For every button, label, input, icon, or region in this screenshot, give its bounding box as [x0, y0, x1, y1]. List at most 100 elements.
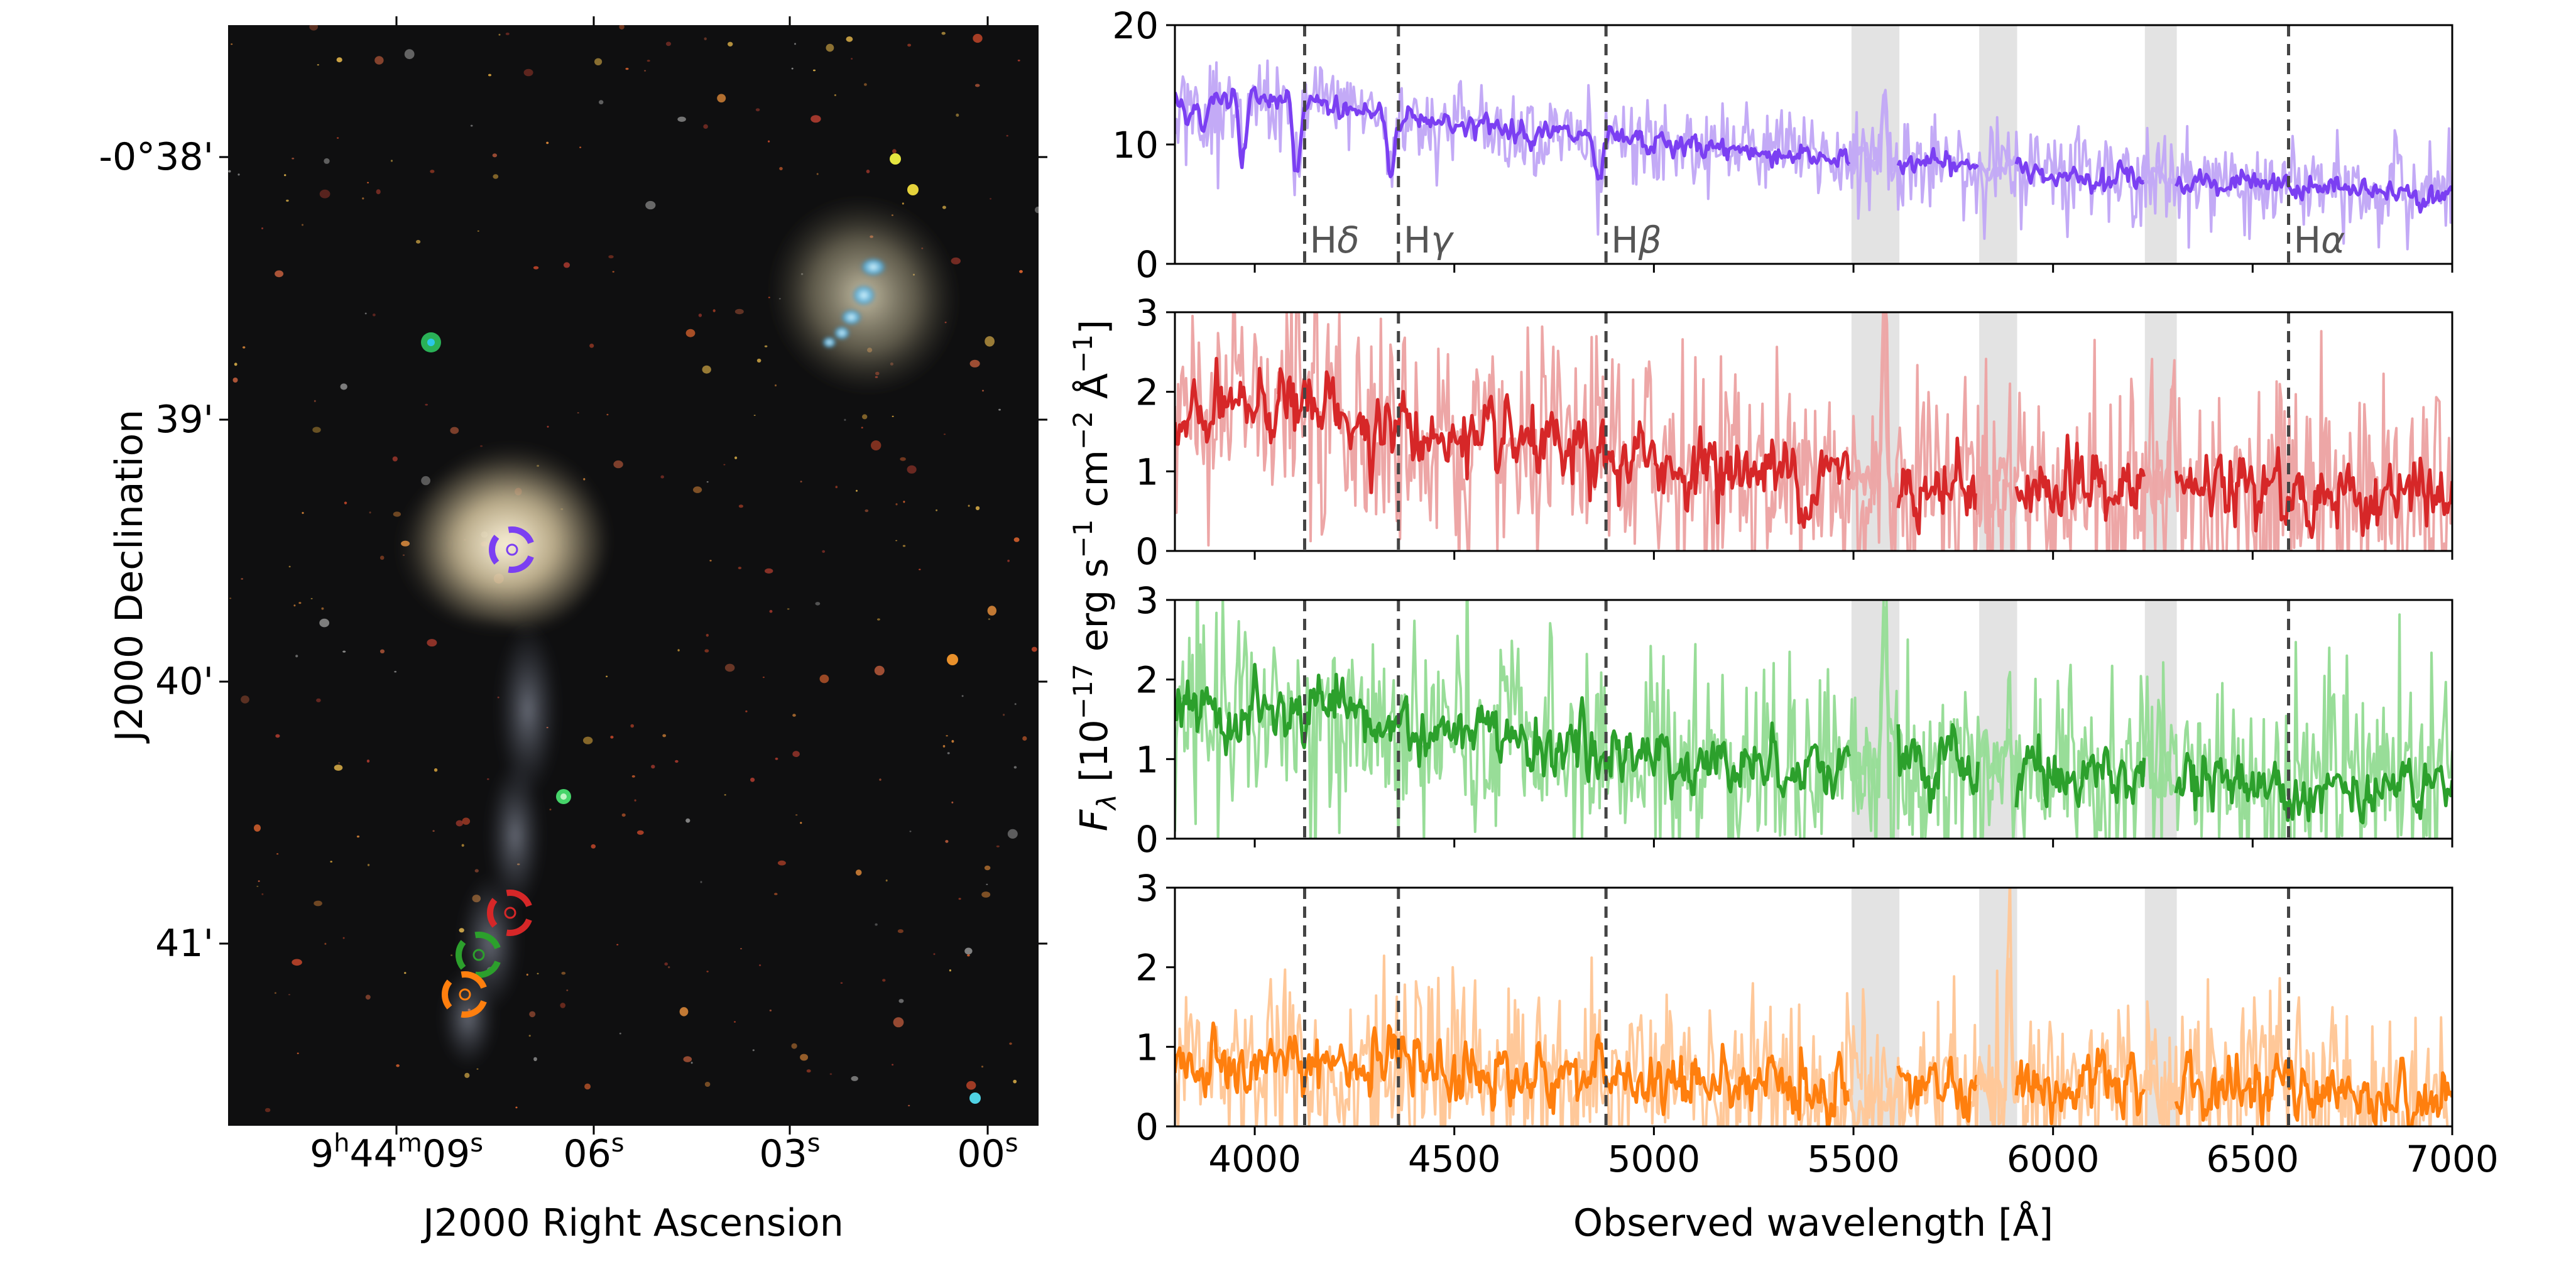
background-source [229, 597, 232, 599]
background-source [625, 67, 629, 70]
y-tick-label: 10 [1112, 124, 1159, 166]
background-source [907, 43, 912, 47]
background-source [579, 146, 582, 148]
background-source [988, 618, 991, 620]
line-marker-greek: β [1638, 219, 1662, 261]
background-source [644, 70, 647, 72]
background-source [523, 68, 533, 77]
background-source [774, 893, 778, 895]
background-source [297, 1052, 299, 1054]
background-source [792, 751, 800, 758]
background-source [855, 869, 862, 876]
background-source [768, 140, 770, 143]
background-source [985, 336, 995, 347]
background-source [577, 412, 579, 413]
background-source [806, 1069, 811, 1073]
background-source [421, 476, 430, 486]
background-source [756, 358, 761, 363]
marker-arc [456, 940, 466, 970]
y-tick-label: 3 [1135, 579, 1159, 622]
masked-region [1851, 25, 1900, 264]
background-source [610, 736, 614, 739]
background-source [723, 464, 726, 466]
background-source [876, 618, 880, 621]
background-source [292, 959, 302, 966]
background-source [254, 824, 261, 832]
tidal-tail [440, 622, 559, 1068]
background-source [987, 606, 997, 616]
background-source [505, 32, 510, 35]
background-source [286, 199, 289, 202]
background-source [376, 189, 381, 195]
background-source [498, 33, 501, 36]
background-source [728, 41, 733, 47]
background-source [787, 608, 790, 610]
background-source [594, 58, 603, 66]
background-source [606, 675, 608, 678]
background-source [261, 893, 264, 895]
background-source [964, 947, 973, 955]
background-source [968, 504, 970, 507]
background-source [1013, 766, 1017, 769]
background-source [338, 762, 341, 764]
spectrum-smoothed-line [2014, 733, 2146, 809]
marker-arc [506, 890, 532, 908]
background-source [882, 979, 886, 982]
spectrum-smoothed-line [2174, 446, 2452, 540]
background-source [892, 149, 897, 154]
background-source [706, 481, 709, 483]
background-source [241, 695, 249, 704]
background-sources [228, 25, 1039, 1113]
ra-tick-label-1: 06s [563, 1129, 624, 1176]
background-source [702, 365, 711, 374]
background-source [945, 840, 949, 843]
background-source [703, 124, 708, 129]
marker-purple [489, 526, 534, 573]
background-source [956, 113, 959, 117]
background-source [775, 758, 778, 760]
background-source [434, 768, 438, 772]
background-source [392, 456, 398, 462]
background-source [933, 953, 936, 956]
background-source [336, 57, 342, 63]
background-source [344, 501, 347, 504]
marker-arc [461, 999, 487, 1018]
background-source [660, 475, 664, 479]
background-source [779, 166, 783, 170]
background-source [367, 864, 370, 866]
background-source [879, 778, 881, 781]
background-source [986, 883, 988, 885]
spectrum-lines [1175, 59, 2452, 251]
background-source [321, 607, 324, 610]
ra-tick-label-0: 9h44m09s [310, 1129, 483, 1176]
background-source [875, 923, 878, 926]
background-source [907, 465, 917, 474]
background-source [330, 861, 332, 863]
background-source [456, 820, 463, 827]
background-source [800, 822, 802, 824]
line-marker-greek: α [2321, 219, 2345, 261]
background-source [738, 567, 742, 570]
background-source [583, 736, 593, 744]
background-source [232, 378, 238, 383]
x-tick-label: 4000 [1208, 1138, 1301, 1180]
spectrum-masked-segment [2142, 739, 2178, 798]
y-tick-label: 0 [1135, 818, 1159, 861]
background-source [724, 663, 735, 672]
background-source [621, 813, 626, 817]
background-source [1019, 270, 1023, 273]
background-source [998, 408, 1001, 411]
spectrum-smoothed-line [1896, 146, 1980, 178]
background-source [734, 456, 738, 459]
background-source [874, 665, 885, 676]
background-source [599, 100, 604, 105]
background-source [662, 734, 667, 738]
background-source [487, 778, 489, 780]
background-source [764, 345, 768, 347]
marker-arc [487, 898, 498, 928]
background-source [619, 25, 625, 30]
background-source [769, 609, 773, 613]
background-source [647, 60, 650, 62]
background-source [549, 809, 552, 810]
background-source [895, 540, 898, 542]
